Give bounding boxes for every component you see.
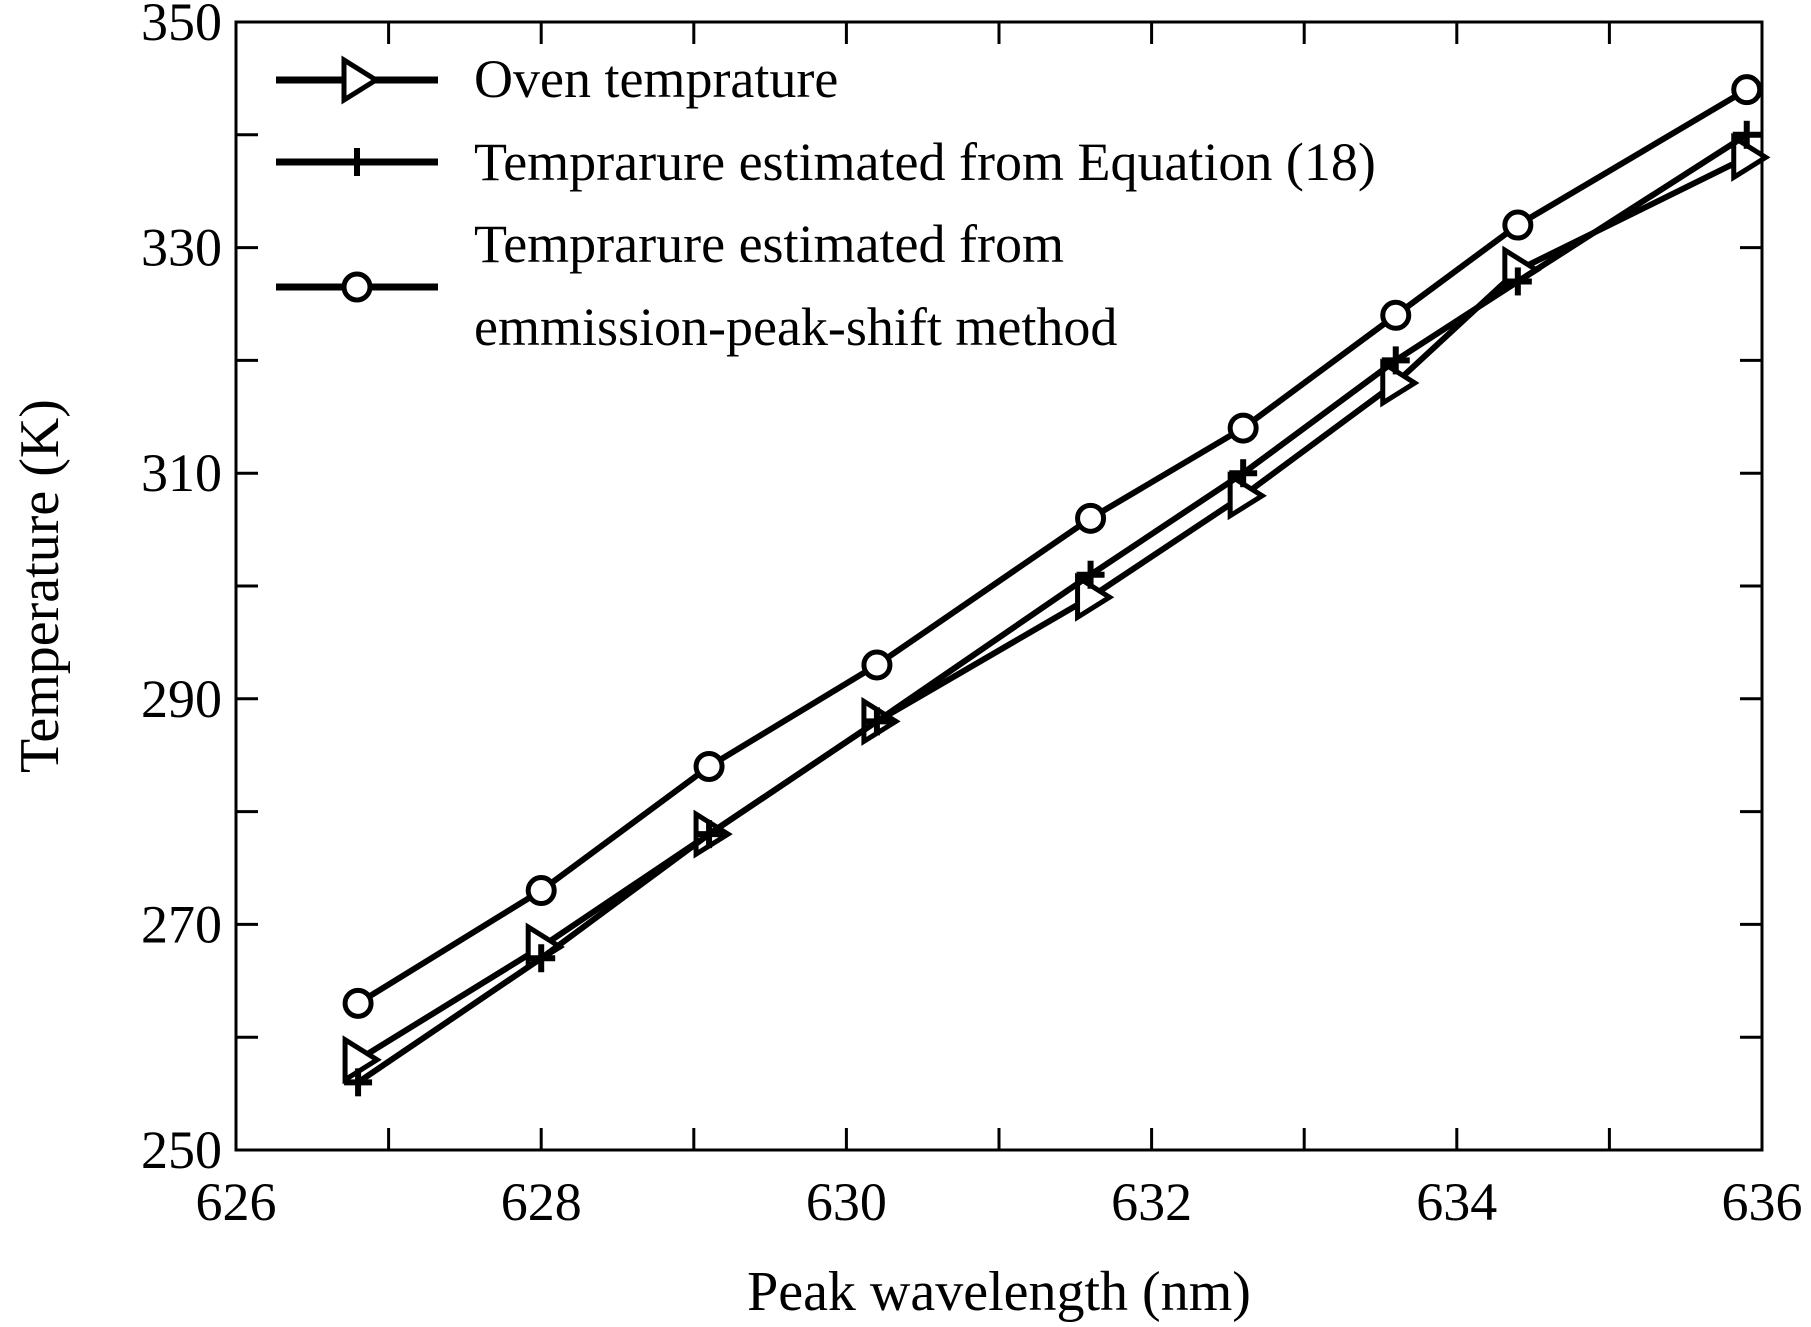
series-3-point xyxy=(1227,412,1259,444)
series-3-point xyxy=(1731,74,1763,106)
x-tick-label: 636 xyxy=(1722,1172,1803,1232)
legend-item-3: Temprarure estimated from emmission-peak-… xyxy=(276,214,1117,357)
x-tick-label: 628 xyxy=(501,1172,582,1232)
series-2-point xyxy=(1503,267,1532,296)
legend-item-2: Temprarure estimated from Equation (18) xyxy=(276,132,1376,192)
y-tick-label: 330 xyxy=(141,218,222,278)
x-tick-label: 630 xyxy=(806,1172,887,1232)
series-3 xyxy=(342,74,1763,1019)
series-2-point xyxy=(1076,560,1105,589)
y-axis-label: Temperature (K) xyxy=(9,399,71,773)
legend-marker xyxy=(341,271,373,303)
y-tick-label: 270 xyxy=(141,894,222,954)
legend: Oven temprature Temprarure estimated from… xyxy=(276,49,1376,357)
legend-label: Temprarure estimated from Equation (18) xyxy=(474,132,1376,192)
series-2 xyxy=(344,120,1761,1097)
series-3-point xyxy=(693,750,725,782)
y-tick-label: 350 xyxy=(141,0,222,52)
legend-marker xyxy=(341,55,381,105)
series-layer xyxy=(342,74,1771,1097)
y-tick-label: 290 xyxy=(141,669,222,729)
series-2-point xyxy=(1381,346,1410,375)
series-3-point xyxy=(1380,299,1412,331)
series-3-point xyxy=(1075,502,1107,534)
series-2-point xyxy=(862,707,891,736)
series-3-point xyxy=(1502,209,1534,241)
series-2-point xyxy=(344,1068,373,1097)
x-tick-label: 632 xyxy=(1111,1172,1192,1232)
x-tick-label: 626 xyxy=(196,1172,277,1232)
legend-label: emmission-peak-shift method xyxy=(474,297,1117,357)
series-3-point xyxy=(342,987,374,1019)
y-tick-label: 310 xyxy=(141,443,222,503)
legend-item-1: Oven temprature xyxy=(276,49,838,109)
y-tick-label: 250 xyxy=(141,1120,222,1180)
series-2-point xyxy=(695,820,724,849)
legend-label: Oven temprature xyxy=(474,49,838,109)
x-tick-label: 634 xyxy=(1416,1172,1497,1232)
series-3-point xyxy=(525,875,557,907)
series-3-point xyxy=(861,649,893,681)
series-2-point xyxy=(527,944,556,973)
ticks-layer: 626 628 630 632 634 636 250 270 290 310 330 350 xyxy=(141,0,1803,1232)
x-axis-label: Peak wavelength (nm) xyxy=(747,1261,1251,1323)
series-2-point xyxy=(1229,459,1258,488)
legend-label: Temprarure estimated from xyxy=(474,214,1064,274)
legend-marker xyxy=(343,148,371,176)
